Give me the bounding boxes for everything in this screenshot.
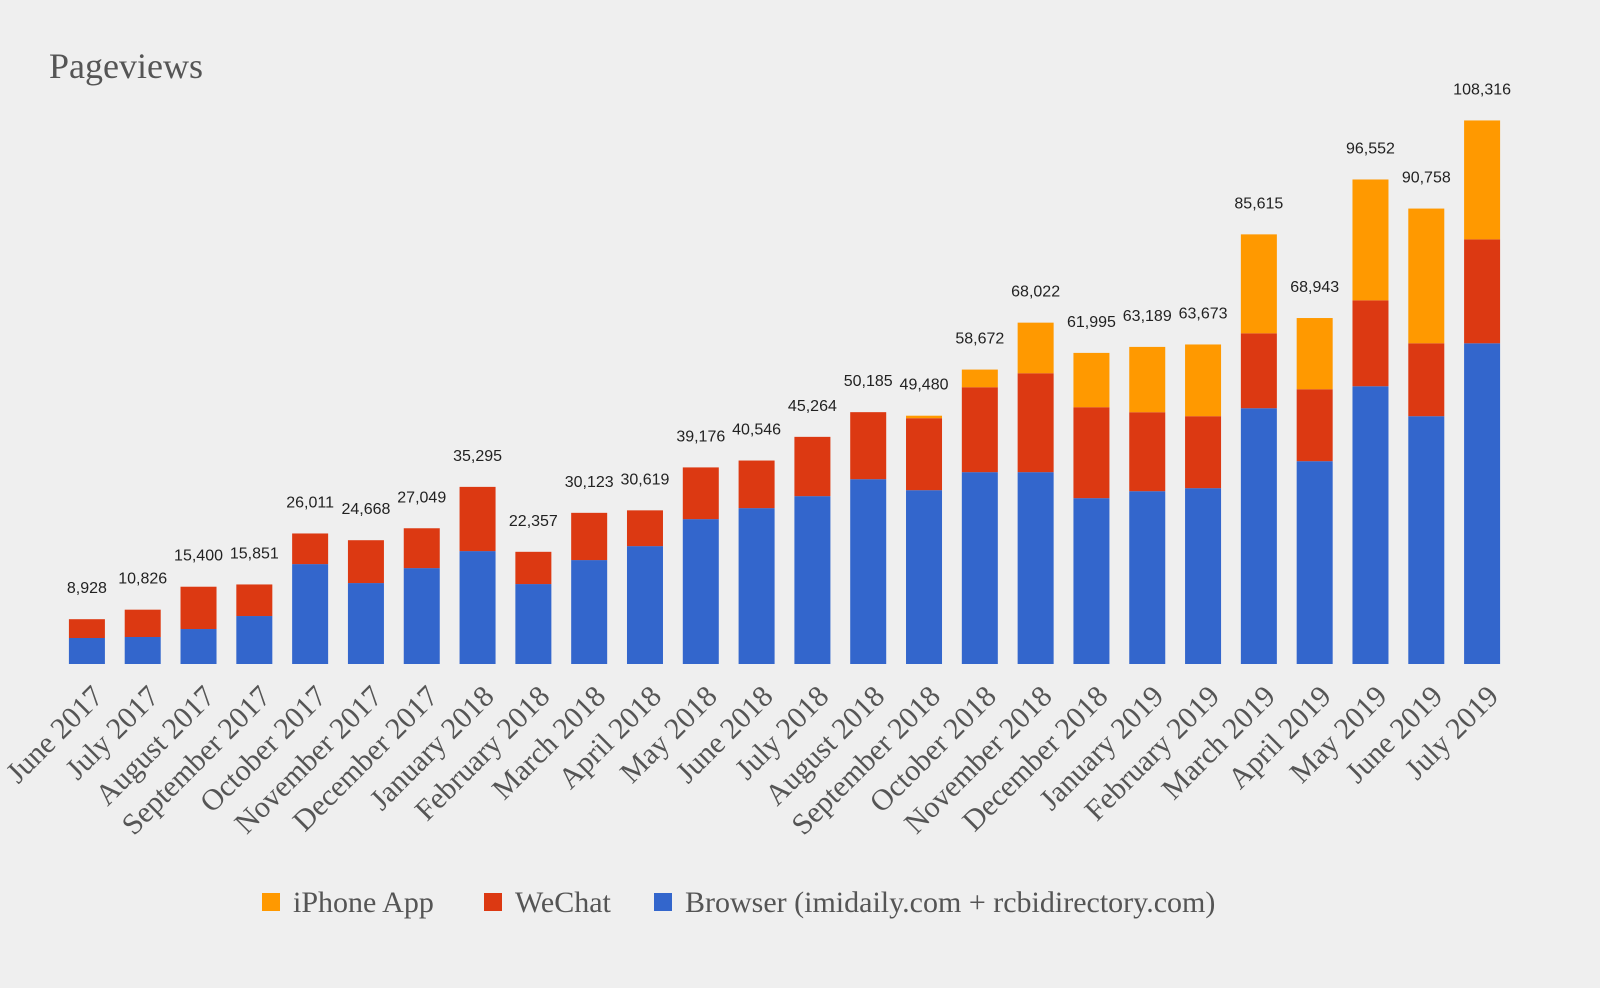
- total-label: 63,189: [1123, 308, 1172, 325]
- bar-segment: [515, 551, 552, 585]
- bar-segment: [1464, 239, 1501, 344]
- bar-segment: [124, 609, 161, 638]
- total-label: 45,264: [788, 398, 837, 415]
- bar-segment: [292, 564, 329, 664]
- bar-segment: [626, 510, 663, 547]
- legend-label: WeChat: [515, 886, 612, 919]
- legend-swatch: [654, 893, 672, 911]
- total-label: 22,357: [509, 513, 558, 530]
- total-label: 15,851: [230, 545, 279, 562]
- bar-segment: [1185, 416, 1222, 489]
- bar-segment: [1352, 300, 1389, 387]
- bar-segment: [682, 519, 719, 664]
- bar-segment: [1408, 343, 1445, 417]
- total-label: 10,826: [118, 571, 167, 588]
- total-label: 15,400: [174, 548, 223, 565]
- bar-segment: [794, 436, 831, 497]
- bar-segment: [1408, 416, 1445, 664]
- bar-segment: [180, 586, 217, 630]
- bar-segment: [347, 583, 384, 664]
- total-label: 39,176: [676, 428, 725, 445]
- total-label: 26,011: [286, 494, 334, 511]
- bar-segment: [347, 540, 384, 584]
- bar-segment: [961, 387, 998, 473]
- bar-segment: [1129, 346, 1166, 413]
- total-label: 40,546: [732, 422, 781, 439]
- bar-segment: [1352, 179, 1389, 301]
- bar-segment: [1240, 408, 1277, 664]
- bar-segment: [1464, 120, 1501, 240]
- bar-segment: [1073, 352, 1110, 408]
- bar-segment: [1017, 373, 1054, 473]
- bar-segment: [124, 637, 161, 664]
- bar-segment: [1408, 208, 1445, 344]
- legend-label: Browser (imidaily.com + rcbidirectory.co…: [685, 886, 1215, 919]
- total-label: 8,928: [67, 580, 107, 597]
- total-label: 49,480: [900, 377, 949, 394]
- bar-segment: [403, 528, 440, 569]
- total-label: 50,185: [844, 373, 893, 390]
- bar-segment: [906, 415, 943, 419]
- bar-segment: [1073, 407, 1110, 499]
- bar-segment: [515, 584, 552, 664]
- bar-segment: [68, 619, 105, 639]
- legend-swatch: [262, 893, 280, 911]
- bar-segment: [738, 508, 775, 664]
- total-label: 27,049: [397, 489, 446, 506]
- chart-title: Pageviews: [49, 46, 203, 86]
- total-label: 68,022: [1011, 284, 1060, 301]
- bar-segment: [1129, 491, 1166, 664]
- bar-segment: [906, 418, 943, 491]
- bar-segment: [1296, 389, 1333, 462]
- bar-segment: [794, 496, 831, 664]
- total-label: 58,672: [955, 331, 1004, 348]
- total-label: 85,615: [1234, 195, 1283, 212]
- bar-segment: [459, 486, 496, 552]
- bar-segment: [1464, 343, 1501, 664]
- bar-segment: [403, 568, 440, 664]
- total-label: 90,758: [1402, 170, 1451, 187]
- bar-segment: [571, 560, 608, 664]
- bar-segment: [1296, 318, 1333, 390]
- bar-segment: [961, 369, 998, 388]
- bar-segment: [1017, 472, 1054, 664]
- bar-segment: [1240, 333, 1277, 409]
- bar-segment: [850, 412, 887, 480]
- bar-segment: [1352, 386, 1389, 664]
- total-label: 35,295: [453, 448, 502, 465]
- bar-segment: [571, 512, 608, 561]
- bar-segment: [236, 616, 273, 664]
- bar-segment: [738, 460, 775, 509]
- bar-segment: [682, 467, 719, 520]
- total-label: 96,552: [1346, 140, 1395, 157]
- total-label: 30,619: [621, 471, 670, 488]
- bar-segment: [850, 479, 887, 664]
- total-label: 61,995: [1067, 314, 1116, 331]
- bar-segment: [236, 584, 273, 617]
- total-label: 68,943: [1290, 279, 1339, 296]
- bar-segment: [180, 629, 217, 664]
- legend-swatch: [484, 893, 502, 911]
- bar-segment: [906, 490, 943, 664]
- bar-segment: [1185, 488, 1222, 664]
- total-label: 108,316: [1453, 81, 1511, 98]
- legend-label: iPhone App: [293, 886, 434, 919]
- total-label: 63,673: [1179, 305, 1228, 322]
- total-label: 24,668: [341, 501, 390, 518]
- bar-segment: [1240, 234, 1277, 334]
- total-label: 30,123: [565, 474, 614, 491]
- bar-segment: [1129, 412, 1166, 492]
- bar-segment: [961, 472, 998, 664]
- bar-segment: [292, 533, 329, 565]
- bar-segment: [1296, 461, 1333, 664]
- bar-segment: [626, 546, 663, 664]
- bar-segment: [1185, 344, 1222, 417]
- bar-segment: [1017, 322, 1054, 374]
- bar-segment: [459, 551, 496, 664]
- bar-segment: [1073, 498, 1110, 664]
- bar-segment: [68, 638, 105, 664]
